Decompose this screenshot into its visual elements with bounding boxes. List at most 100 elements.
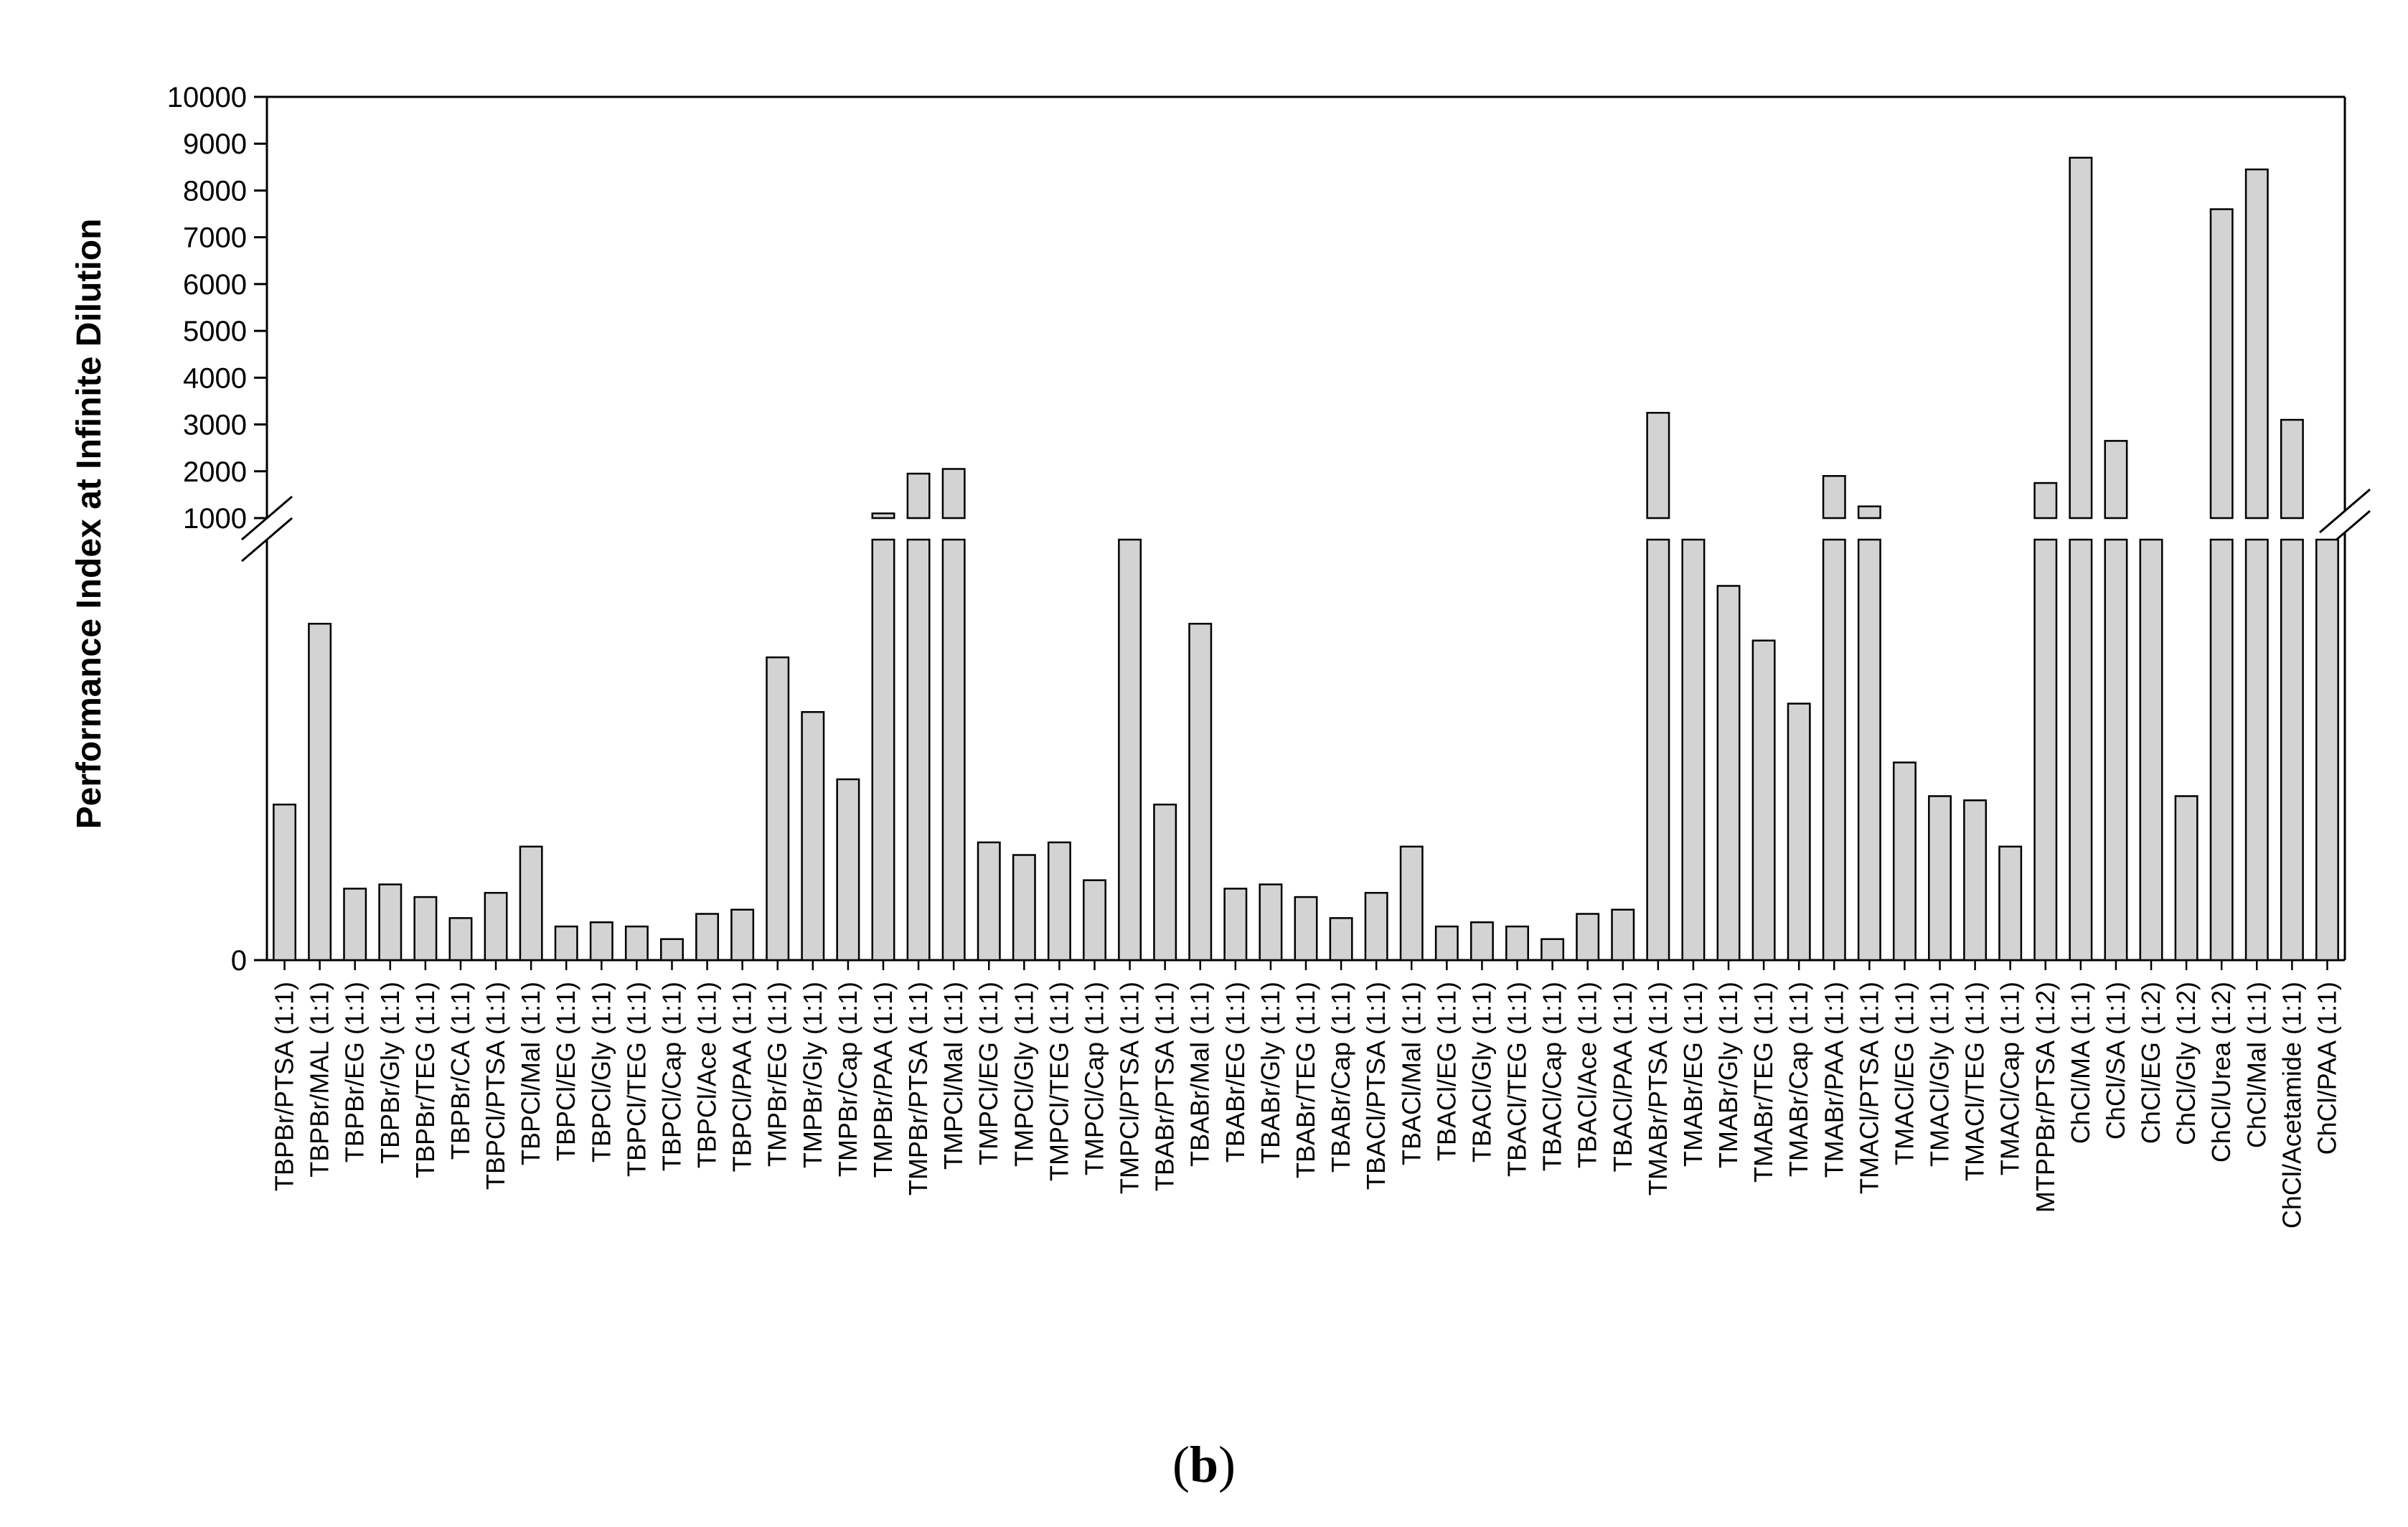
x-category-label: TBPCl/PTSA (1:1) [481, 982, 510, 1190]
bar-lower [1646, 538, 1670, 962]
bar [1118, 538, 1142, 962]
x-category-label: TBACl/PAA (1:1) [1608, 982, 1637, 1172]
bar [1223, 888, 1248, 962]
x-category-label: TBPBr/EG (1:1) [340, 982, 370, 1162]
x-category-label: TMPBr/PAA (1:1) [868, 982, 898, 1178]
bar-upper [1822, 475, 1846, 520]
x-category-label: TBABr/EG (1:1) [1221, 982, 1250, 1162]
bar [589, 921, 613, 962]
bar [695, 913, 720, 962]
x-category-label: TBABr/Cap (1:1) [1326, 982, 1355, 1173]
bar-upper [941, 468, 966, 520]
bar [2315, 538, 2339, 962]
x-category-label: TBPCl/Cap (1:1) [657, 982, 686, 1171]
y-tick-label: 9000 [183, 128, 247, 160]
bar [273, 803, 297, 962]
bar [1188, 622, 1213, 962]
bar-upper [2033, 481, 2058, 520]
bar [801, 711, 825, 962]
x-category-label: TBPBr/MAL (1:1) [305, 982, 334, 1178]
x-category-label: ChCl/SA (1:1) [2101, 982, 2130, 1140]
bar [554, 925, 578, 962]
bar-upper [2209, 208, 2234, 520]
x-category-label: TMACl/TEG (1:1) [1960, 982, 1990, 1181]
bar [519, 845, 543, 962]
bar-upper [871, 512, 895, 520]
x-category-label: MTPPBr/PTSA (1:2) [2031, 982, 2060, 1213]
bar [1259, 883, 1283, 962]
axis-break-mark-left-2 [241, 517, 293, 563]
x-category-label: ChCl/Urea (1:2) [2206, 982, 2236, 1162]
bar-lower [906, 538, 931, 962]
bar [343, 888, 367, 962]
x-category-label: TMACl/EG (1:1) [1889, 982, 1919, 1165]
bar [308, 622, 332, 962]
bar [1329, 917, 1353, 962]
y-tick-label: 7000 [183, 222, 247, 254]
bar-lower [2209, 538, 2234, 962]
bar [1153, 803, 1177, 962]
x-category-label: TBACl/Ace (1:1) [1573, 982, 1602, 1168]
bar [1047, 841, 1071, 962]
x-category-label: TBACl/TEG (1:1) [1502, 982, 1532, 1177]
bar [766, 656, 790, 962]
x-category-label: TMACl/Gly (1:1) [1925, 982, 1955, 1167]
axis-break-mark-right-1 [2319, 488, 2371, 534]
x-category-label: TMABr/TEG (1:1) [1749, 982, 1778, 1183]
bar-upper [1646, 412, 1670, 520]
x-category-label: TMACl/Cap (1:1) [1995, 982, 2025, 1175]
bar [1434, 925, 1459, 962]
y-axis-ticks: 1000 2000 3000 4000 5000 6000 7000 8000 9000 1000… [167, 82, 267, 977]
y-tick-label: 8000 [183, 175, 247, 207]
bar-upper [2069, 156, 2093, 520]
x-category-label: TMPCl/PTSA (1:1) [1115, 982, 1144, 1194]
bar [484, 891, 508, 962]
y-tick-label: 6000 [183, 269, 247, 301]
x-category-label: TBPCl/TEG (1:1) [621, 982, 651, 1177]
x-category-label: TBPCl/EG (1:1) [551, 982, 580, 1161]
x-category-label: TBACl/Gly (1:1) [1467, 982, 1496, 1162]
x-category-label: TBACl/Cap (1:1) [1538, 982, 1567, 1171]
x-category-label: ChCl/PAA (1:1) [2312, 982, 2341, 1155]
x-category-label: ChCl/Acetamide (1:1) [2277, 982, 2306, 1228]
y-tick-label: 4000 [183, 362, 247, 394]
bar [1787, 703, 1811, 962]
y-tick-label: 10000 [167, 82, 247, 113]
y-tick-label: 0 [231, 945, 247, 977]
bar [660, 938, 684, 962]
bar-upper [2104, 440, 2128, 520]
bar [378, 883, 403, 962]
x-category-label: TMPCl/EG (1:1) [974, 982, 1003, 1165]
x-category-label: TMPCl/TEG (1:1) [1044, 982, 1073, 1181]
bar [624, 925, 649, 962]
bar [413, 896, 438, 962]
panel-label-close: ) [1218, 1436, 1236, 1493]
y-axis-label: Performance Index at Infinite Dilution [70, 219, 108, 830]
bar-lower [1857, 538, 1881, 962]
x-category-label: TMABr/Gly (1:1) [1713, 982, 1743, 1168]
bar-lower [871, 538, 895, 962]
bar [836, 778, 860, 962]
x-category-label: TBPBr/TEG (1:1) [410, 982, 440, 1178]
bars [273, 156, 2339, 962]
y-tick-label: 1000 [183, 503, 247, 535]
bar [1963, 799, 1988, 962]
y-tick-label: 3000 [183, 410, 247, 441]
x-category-label: TMABr/Cap (1:1) [1784, 982, 1813, 1177]
x-category-label: TMPCl/Gly (1:1) [1009, 982, 1038, 1167]
x-category-label: TBABr/TEG (1:1) [1291, 982, 1320, 1178]
bar-upper [2280, 418, 2304, 520]
bar [977, 841, 1001, 962]
bar [1541, 938, 1565, 962]
x-category-label: TMPBr/PTSA (1:1) [903, 982, 933, 1195]
bar [2174, 795, 2198, 962]
bar [1751, 639, 1776, 962]
x-category-label: TMPBr/Gly (1:1) [798, 982, 827, 1168]
x-category-label: TBPBr/PTSA (1:1) [270, 982, 299, 1191]
bar [2139, 538, 2163, 962]
x-category-label: ChCl/Mal (1:1) [2242, 982, 2271, 1148]
panel-label-open: ( [1172, 1436, 1190, 1493]
bar-upper [906, 472, 931, 520]
bar [1294, 896, 1318, 962]
